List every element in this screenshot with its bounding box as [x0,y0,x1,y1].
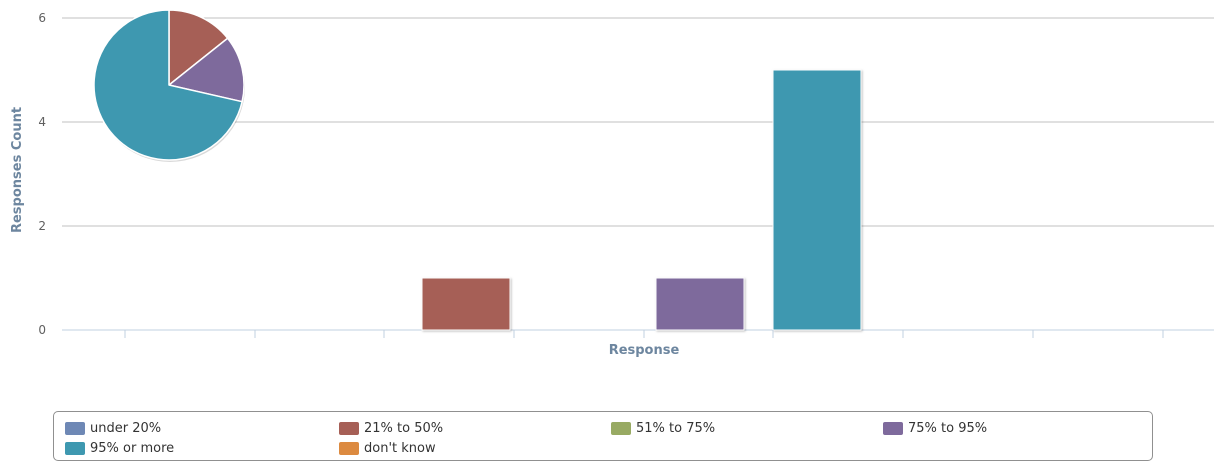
y-tick-label: 2 [38,219,46,233]
legend-swatch [339,442,359,455]
y-tick-label: 4 [38,115,46,129]
pie-chart [93,9,245,162]
legend-swatch [339,422,359,435]
x-axis-title: Response [609,343,680,358]
legend-label: under 20% [90,421,162,436]
legend: under 20% 21% to 50% 51% to 75% 75% to 95% 9… [53,411,1153,461]
legend-label: 51% to 75% [636,421,716,436]
y-tick-label: 6 [38,11,46,25]
legend-swatch [611,422,631,435]
y-axis-title: Responses Count [10,107,25,233]
legend-swatch [65,442,85,455]
legend-item[interactable]: 75% to 95% [883,421,987,436]
legend-label: don't know [364,441,436,456]
legend-item[interactable]: under 20% [65,421,161,436]
legend-label: 21% to 50% [364,421,444,436]
bar-75-to-95[interactable] [655,277,745,331]
legend-label: 75% to 95% [908,421,988,436]
pie-slice-21-to-50[interactable] [168,9,229,86]
bar-95-or-more[interactable] [772,69,862,331]
pie-slice-95-or-more[interactable] [93,9,243,161]
legend-item[interactable]: 21% to 50% [339,421,443,436]
bar-21-to-50[interactable] [421,277,511,331]
legend-item[interactable]: don't know [339,441,436,456]
legend-item[interactable]: 95% or more [65,441,174,456]
legend-item[interactable]: 51% to 75% [611,421,715,436]
legend-label: 95% or more [90,441,175,456]
legend-swatch [883,422,903,435]
y-tick-label: 0 [38,323,46,337]
pie-slice-75-to-95[interactable] [168,37,245,103]
bar-chart: 0 2 4 6 Responses Count Response [10,9,1214,358]
legend-swatch [65,422,85,435]
